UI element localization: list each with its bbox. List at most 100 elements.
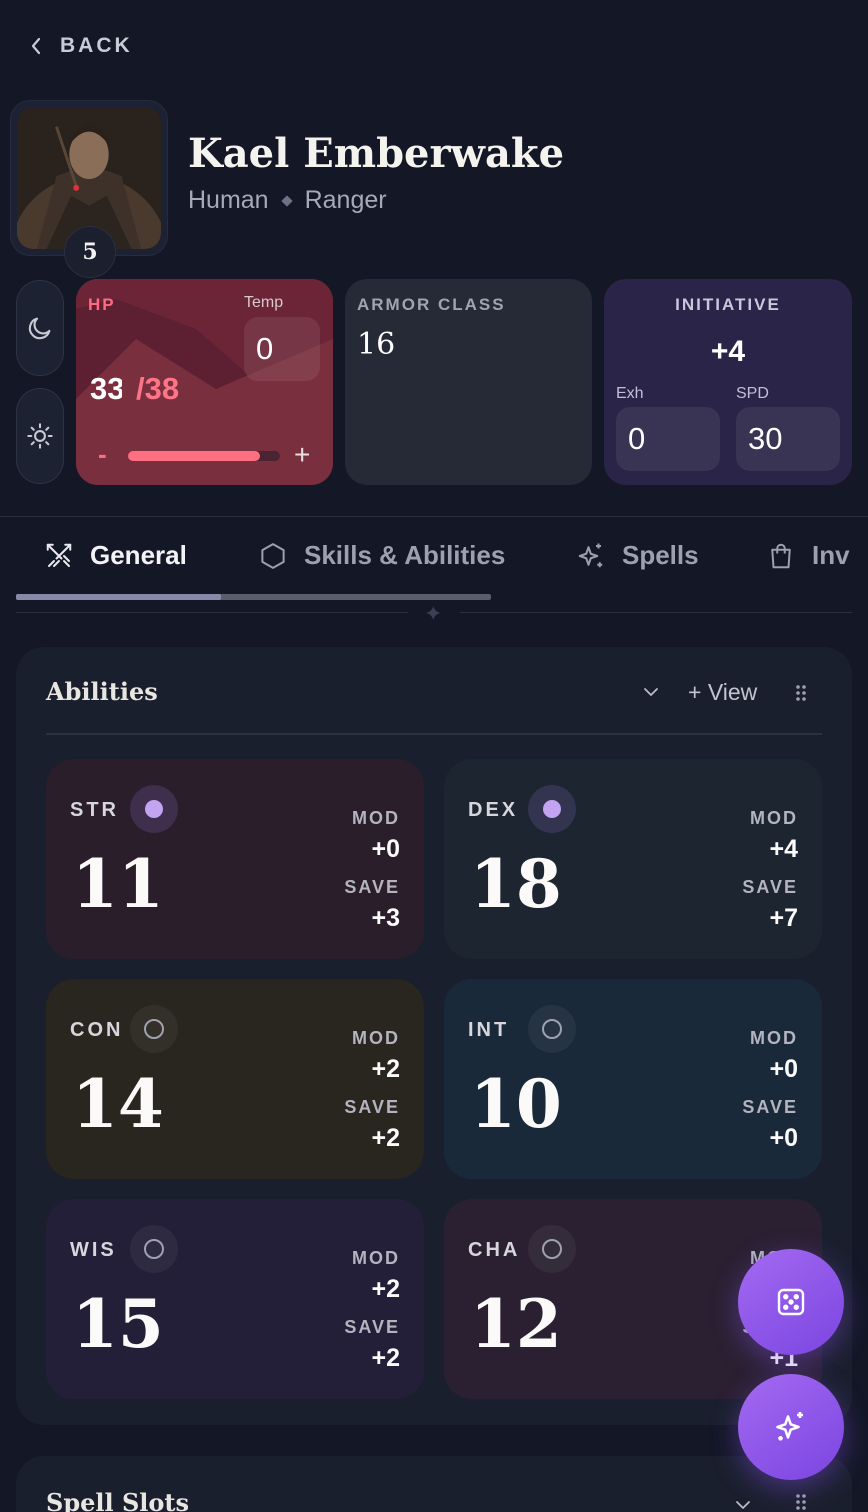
dark-mode-button[interactable] bbox=[16, 280, 64, 376]
saving-throw: +2 bbox=[371, 1344, 400, 1372]
exhaustion-input[interactable]: 0 bbox=[616, 407, 720, 471]
ability-card-int[interactable]: INT 10 MOD +0 SAVE +0 bbox=[444, 979, 822, 1179]
ability-card-dex[interactable]: DEX 18 MOD +4 SAVE +7 bbox=[444, 759, 822, 959]
abilities-title: Abilities bbox=[46, 677, 158, 706]
portrait-image bbox=[17, 107, 161, 249]
proficiency-indicator bbox=[145, 800, 163, 818]
proficiency-indicator bbox=[144, 1239, 164, 1259]
save-label: SAVE bbox=[742, 1097, 798, 1117]
proficiency-indicator bbox=[542, 1019, 562, 1039]
tab-label: General bbox=[90, 540, 187, 570]
character-name: Kael Emberwake bbox=[188, 130, 565, 177]
initiative-value: +4 bbox=[710, 335, 746, 368]
spell-slots-title: Spell Slots bbox=[46, 1488, 190, 1512]
tab-skills-abilities[interactable]: Skills & Abilities bbox=[258, 540, 505, 571]
armor-class-card[interactable]: ARMOR CLASS 16 bbox=[345, 279, 592, 485]
save-proficiency-toggle[interactable] bbox=[528, 785, 576, 833]
proficiency-indicator bbox=[543, 800, 561, 818]
ability-modifier: +0 bbox=[371, 835, 400, 863]
header-divider bbox=[0, 516, 868, 517]
separator-plus-icon: ✦ bbox=[424, 601, 443, 626]
ability-card-con[interactable]: CON 14 MOD +2 SAVE +2 bbox=[46, 979, 424, 1179]
initiative-label: INITIATIVE bbox=[675, 295, 781, 314]
hp-label: HP bbox=[88, 295, 116, 314]
speed-input[interactable]: 30 bbox=[736, 407, 840, 471]
ability-name: INT bbox=[468, 1019, 510, 1041]
hp-bar bbox=[128, 451, 280, 461]
armor-class-label: ARMOR CLASS bbox=[357, 295, 506, 314]
ability-card-cha[interactable]: CHA12MODSAVE+1 bbox=[444, 1199, 822, 1399]
light-mode-button[interactable] bbox=[16, 388, 64, 484]
tab-scrollbar[interactable] bbox=[16, 594, 491, 600]
ability-card-str[interactable]: STR 11 MOD +0 SAVE +3 bbox=[46, 759, 424, 959]
ability-name: WIS bbox=[70, 1239, 117, 1261]
initiative-card[interactable]: INITIATIVE +4 Exh SPD 0 30 bbox=[604, 279, 852, 485]
ai-assistant-button[interactable] bbox=[738, 1374, 844, 1480]
abilities-panel: Abilities + View STR 11 MOD +0 SAVE +3 DEX 18 MO… bbox=[16, 647, 852, 1425]
ability-card-wis[interactable]: WIS 15 MOD +2 SAVE +2 bbox=[46, 1199, 424, 1399]
save-proficiency-toggle[interactable] bbox=[130, 1005, 178, 1053]
hp-current-input[interactable]: 33 bbox=[90, 371, 122, 406]
sparkles-icon bbox=[578, 543, 603, 567]
separator-dot bbox=[280, 194, 293, 207]
hp-card[interactable]: HP Temp 0 33 /38 - + bbox=[76, 279, 333, 485]
dice-icon bbox=[777, 1288, 805, 1316]
temp-hp-input[interactable]: 0 bbox=[244, 317, 320, 381]
ability-score: 15 bbox=[72, 1285, 164, 1363]
hp-decrease-button[interactable]: - bbox=[98, 439, 107, 469]
saving-throw: +3 bbox=[371, 904, 400, 932]
character-portrait[interactable] bbox=[10, 100, 168, 256]
character-subtitle: Human Ranger bbox=[188, 186, 387, 215]
ability-modifier: +2 bbox=[371, 1275, 400, 1303]
save-label: SAVE bbox=[344, 1317, 400, 1337]
proficiency-indicator bbox=[144, 1019, 164, 1039]
hp-bar-fill bbox=[128, 451, 260, 461]
save-label: SAVE bbox=[344, 877, 400, 897]
back-label: BACK bbox=[60, 34, 133, 57]
save-proficiency-toggle[interactable] bbox=[528, 1225, 576, 1273]
saving-throw: +2 bbox=[371, 1124, 400, 1152]
spell-slots-panel: Spell Slots bbox=[16, 1456, 852, 1512]
mod-label: MOD bbox=[352, 1248, 400, 1268]
chevron-down-icon[interactable] bbox=[734, 1496, 752, 1512]
hp-increase-button[interactable]: + bbox=[294, 439, 311, 470]
mod-label: MOD bbox=[352, 1028, 400, 1048]
mod-label: MOD bbox=[352, 808, 400, 828]
save-proficiency-toggle[interactable] bbox=[130, 1225, 178, 1273]
tab-bar: General Skills & Abilities Spells Inv bbox=[0, 530, 868, 590]
drag-handle-icon[interactable] bbox=[794, 1492, 808, 1512]
tab-separator bbox=[460, 612, 852, 613]
ability-name: DEX bbox=[468, 799, 519, 821]
tab-general[interactable]: General bbox=[44, 540, 187, 571]
drag-handle-icon[interactable] bbox=[794, 683, 808, 703]
save-proficiency-toggle[interactable] bbox=[130, 785, 178, 833]
sparkles-icon bbox=[776, 1412, 803, 1441]
crossed-swords-icon bbox=[46, 543, 72, 567]
mod-label: MOD bbox=[750, 1028, 798, 1048]
tab-scrollbar-thumb[interactable] bbox=[16, 594, 221, 600]
view-button[interactable]: + View bbox=[688, 679, 758, 705]
abilities-divider bbox=[46, 733, 822, 735]
ability-score: 11 bbox=[72, 845, 164, 923]
hexagon-icon bbox=[261, 542, 285, 569]
tab-inventory[interactable]: Inv bbox=[766, 540, 850, 571]
level-badge: 5 bbox=[64, 226, 116, 278]
back-button[interactable]: BACK bbox=[30, 34, 133, 58]
ability-score: 18 bbox=[470, 845, 562, 923]
speed-label: SPD bbox=[736, 385, 769, 402]
ability-name: CON bbox=[70, 1019, 124, 1041]
exhaustion-label: Exh bbox=[616, 385, 644, 402]
chevron-down-icon[interactable] bbox=[642, 683, 660, 701]
mod-label: MOD bbox=[750, 808, 798, 828]
tab-separator bbox=[16, 612, 408, 613]
character-race: Human bbox=[188, 186, 269, 214]
armor-class-value: 16 bbox=[357, 327, 396, 362]
tab-label: Inv bbox=[812, 540, 850, 570]
chevron-left-icon bbox=[31, 37, 41, 55]
ability-score: 14 bbox=[72, 1065, 164, 1143]
dice-roller-button[interactable] bbox=[738, 1249, 844, 1355]
tab-spells[interactable]: Spells bbox=[576, 540, 699, 571]
save-proficiency-toggle[interactable] bbox=[528, 1005, 576, 1053]
ability-score: 12 bbox=[470, 1285, 562, 1363]
proficiency-indicator bbox=[542, 1239, 562, 1259]
